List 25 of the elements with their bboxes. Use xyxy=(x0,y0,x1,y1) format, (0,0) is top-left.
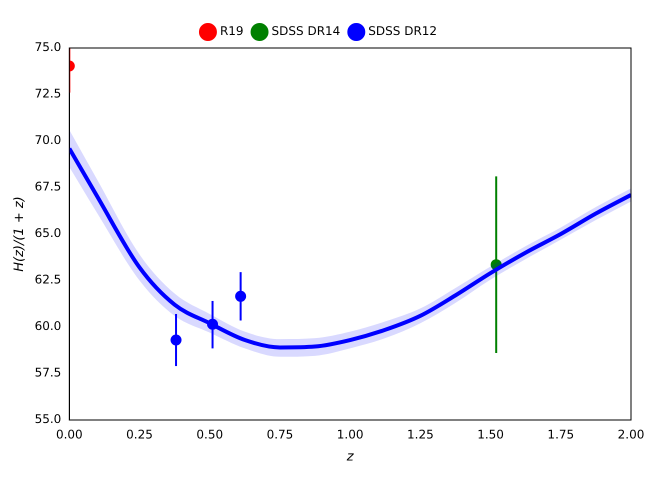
y-tick-label: 70.0 xyxy=(34,133,62,148)
legend-label: R19 xyxy=(220,24,244,38)
y-tick-label: 75.0 xyxy=(34,40,62,54)
y-tick-label: 62.5 xyxy=(34,272,62,287)
y-tick-label: 67.5 xyxy=(34,180,62,194)
x-tick-label: 1.75 xyxy=(547,427,574,442)
y-tick-label: 60.0 xyxy=(34,319,62,334)
x-tick-label: 0.25 xyxy=(126,427,153,442)
point xyxy=(235,290,246,302)
x-tick-label: 1.25 xyxy=(407,427,434,442)
y-tick-label: 55.0 xyxy=(34,412,62,426)
x-tick-label: 0.75 xyxy=(266,427,294,442)
x-axis-title: z xyxy=(346,450,355,465)
legend-label: SDSS DR14 xyxy=(272,24,340,38)
x-tick-label: 0.50 xyxy=(196,427,224,442)
y-tick-label: 72.5 xyxy=(34,86,62,101)
x-tick-label: 0.00 xyxy=(56,427,83,442)
x-tick-label: 2.00 xyxy=(618,427,644,442)
y-tick-label: 57.5 xyxy=(34,366,62,380)
x-tick-label: 1.50 xyxy=(477,427,504,442)
point xyxy=(170,334,182,346)
x-tick-label: 1.00 xyxy=(336,427,364,442)
y-axis-title: H(z)/(1 + z) xyxy=(12,196,28,272)
y-tick-label: 65.0 xyxy=(34,226,62,240)
legend-label: SDSS DR12 xyxy=(368,24,438,38)
